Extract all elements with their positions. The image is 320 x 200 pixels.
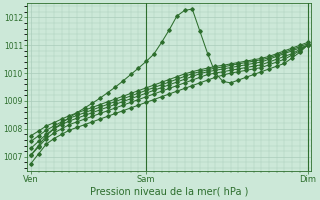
X-axis label: Pression niveau de la mer( hPa ): Pression niveau de la mer( hPa ) (90, 187, 248, 197)
